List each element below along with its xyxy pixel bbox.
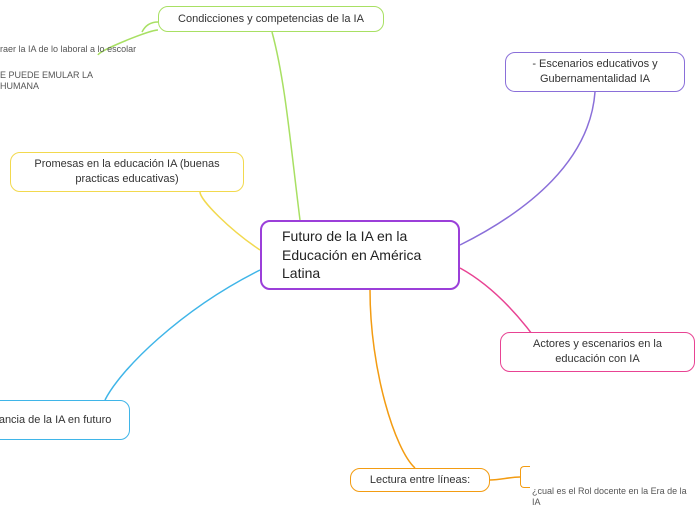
branch-label: elevancia de la IA en futuro [0,413,111,428]
branch-label: Promesas en la educación IA (buenas prac… [25,157,229,187]
bracket-1 [520,466,530,488]
leaf-text-2: E PUEDE EMULAR LA HUMANA [0,58,93,93]
branch-relevancia[interactable]: elevancia de la IA en futuro [0,400,130,440]
leaf-text-3: ¿cual es el Rol docente en la Era de la … [532,474,697,509]
branch-condiciones[interactable]: Condicciones y competencias de la IA [158,6,384,32]
leaf-text-1: raer la IA de lo laboral a lo escolar [0,32,136,55]
branch-lectura[interactable]: Lectura entre líneas: [350,468,490,492]
branch-escenarios[interactable]: - Escenarios educativos y Gubernamentali… [505,52,685,92]
branch-label: Lectura entre líneas: [370,473,470,488]
branch-label: Condicciones y competencias de la IA [178,12,364,27]
branch-label: - Escenarios educativos y Gubernamentali… [520,57,670,87]
branch-actores[interactable]: Actores y escenarios en la educación con… [500,332,695,372]
center-node[interactable]: Futuro de la IA en la Educación en Améri… [260,220,460,290]
center-node-label: Futuro de la IA en la Educación en Améri… [282,227,438,284]
branch-promesas[interactable]: Promesas en la educación IA (buenas prac… [10,152,244,192]
branch-label: Actores y escenarios en la educación con… [515,337,680,367]
